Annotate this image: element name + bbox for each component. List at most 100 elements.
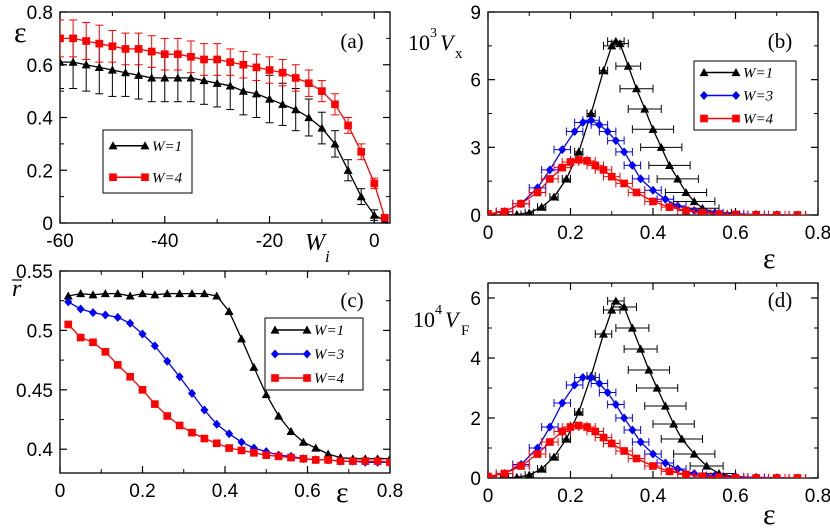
data-point (163, 356, 172, 366)
series-line (488, 376, 798, 478)
data-point (682, 206, 690, 215)
data-point (250, 448, 258, 457)
y-tick-label: 0.4 (27, 440, 54, 461)
x-tick-label: 0.6 (722, 486, 748, 507)
data-point (121, 45, 130, 53)
data-point (587, 373, 596, 382)
data-point (545, 165, 554, 175)
data-point (212, 419, 221, 429)
data-point (369, 210, 379, 219)
data-point (488, 210, 492, 215)
data-point (525, 470, 534, 478)
y-tick-label: 0 (470, 469, 481, 490)
data-point (619, 302, 629, 311)
data-point (278, 68, 287, 77)
data-point (126, 372, 134, 381)
panel-d: 0 0.2 0.4 0.6 0.8 0 2 4 6 (d) (470, 282, 830, 507)
data-point (311, 456, 320, 464)
data-point (611, 296, 621, 305)
data-point (252, 63, 261, 72)
data-point (286, 426, 296, 436)
data-point (648, 185, 658, 195)
data-point (101, 347, 110, 356)
data-point (225, 444, 233, 452)
data-point (187, 289, 197, 298)
y-axis-label-b-var: V (440, 30, 456, 55)
data-point (237, 437, 246, 447)
x-tick-label: 0.8 (377, 481, 403, 502)
data-point (587, 115, 596, 125)
data-point (636, 437, 645, 447)
data-point (64, 320, 73, 329)
y-tick-label: 0 (470, 206, 481, 227)
series-W4 (60, 19, 389, 222)
data-point (652, 383, 662, 392)
y-tick-label: 0.4 (27, 109, 54, 130)
data-point (558, 145, 567, 155)
data-point (262, 451, 271, 460)
legend-marker (699, 91, 709, 100)
data-point (546, 438, 554, 446)
data-point (656, 142, 666, 151)
x-tick-label: -40 (151, 231, 178, 252)
data-point (574, 147, 584, 156)
data-point (514, 210, 520, 215)
data-point (88, 290, 98, 299)
data-point (731, 473, 740, 478)
data-point (566, 423, 575, 431)
legend-marker (732, 114, 740, 123)
data-point (698, 208, 707, 215)
data-point (514, 472, 520, 478)
data-point (648, 449, 658, 459)
data-point (570, 380, 579, 390)
legend-marker (270, 325, 280, 334)
data-point (261, 390, 271, 399)
data-point (715, 210, 723, 215)
data-point (636, 174, 645, 184)
x-axis-label-a: W (305, 230, 327, 256)
data-point (533, 450, 542, 458)
data-point (772, 474, 781, 478)
data-point (533, 188, 542, 197)
data-point (607, 172, 616, 181)
data-point (603, 127, 612, 137)
data-point (225, 429, 234, 439)
data-point (265, 94, 275, 103)
data-point (603, 388, 612, 397)
data-point (583, 423, 591, 431)
data-point (160, 73, 170, 82)
data-point (186, 73, 196, 82)
x-tick-label: 0.4 (212, 481, 239, 502)
legend-marker (302, 349, 312, 359)
y-axis-label-b-sup: 3 (430, 26, 437, 41)
data-point (661, 194, 670, 204)
plot-area (60, 19, 389, 223)
data-point (752, 474, 760, 478)
data-point (175, 372, 184, 382)
panel-label: (b) (768, 29, 793, 53)
data-point (291, 105, 301, 114)
y-tick-label: 2 (470, 409, 481, 430)
data-point (331, 100, 339, 109)
data-point (89, 338, 97, 347)
data-point (361, 457, 370, 465)
data-point (100, 289, 110, 298)
data-point (607, 41, 617, 50)
legend-box (102, 129, 193, 194)
data-point (175, 289, 185, 298)
data-point (599, 166, 608, 174)
data-point (188, 428, 196, 437)
legend-entry: W=3 (743, 89, 773, 105)
data-point (64, 297, 73, 307)
data-point (175, 421, 184, 430)
data-point (628, 425, 637, 435)
data-point (648, 124, 658, 133)
y-tick-label: 0.55 (16, 262, 53, 283)
data-point (95, 39, 104, 48)
data-point (537, 202, 547, 211)
data-point (107, 65, 117, 74)
y-tick-label: 0.45 (16, 381, 53, 402)
data-point (150, 341, 159, 351)
x-tick-label: 0 (369, 231, 380, 252)
y-tick-label: 0.2 (27, 161, 53, 182)
